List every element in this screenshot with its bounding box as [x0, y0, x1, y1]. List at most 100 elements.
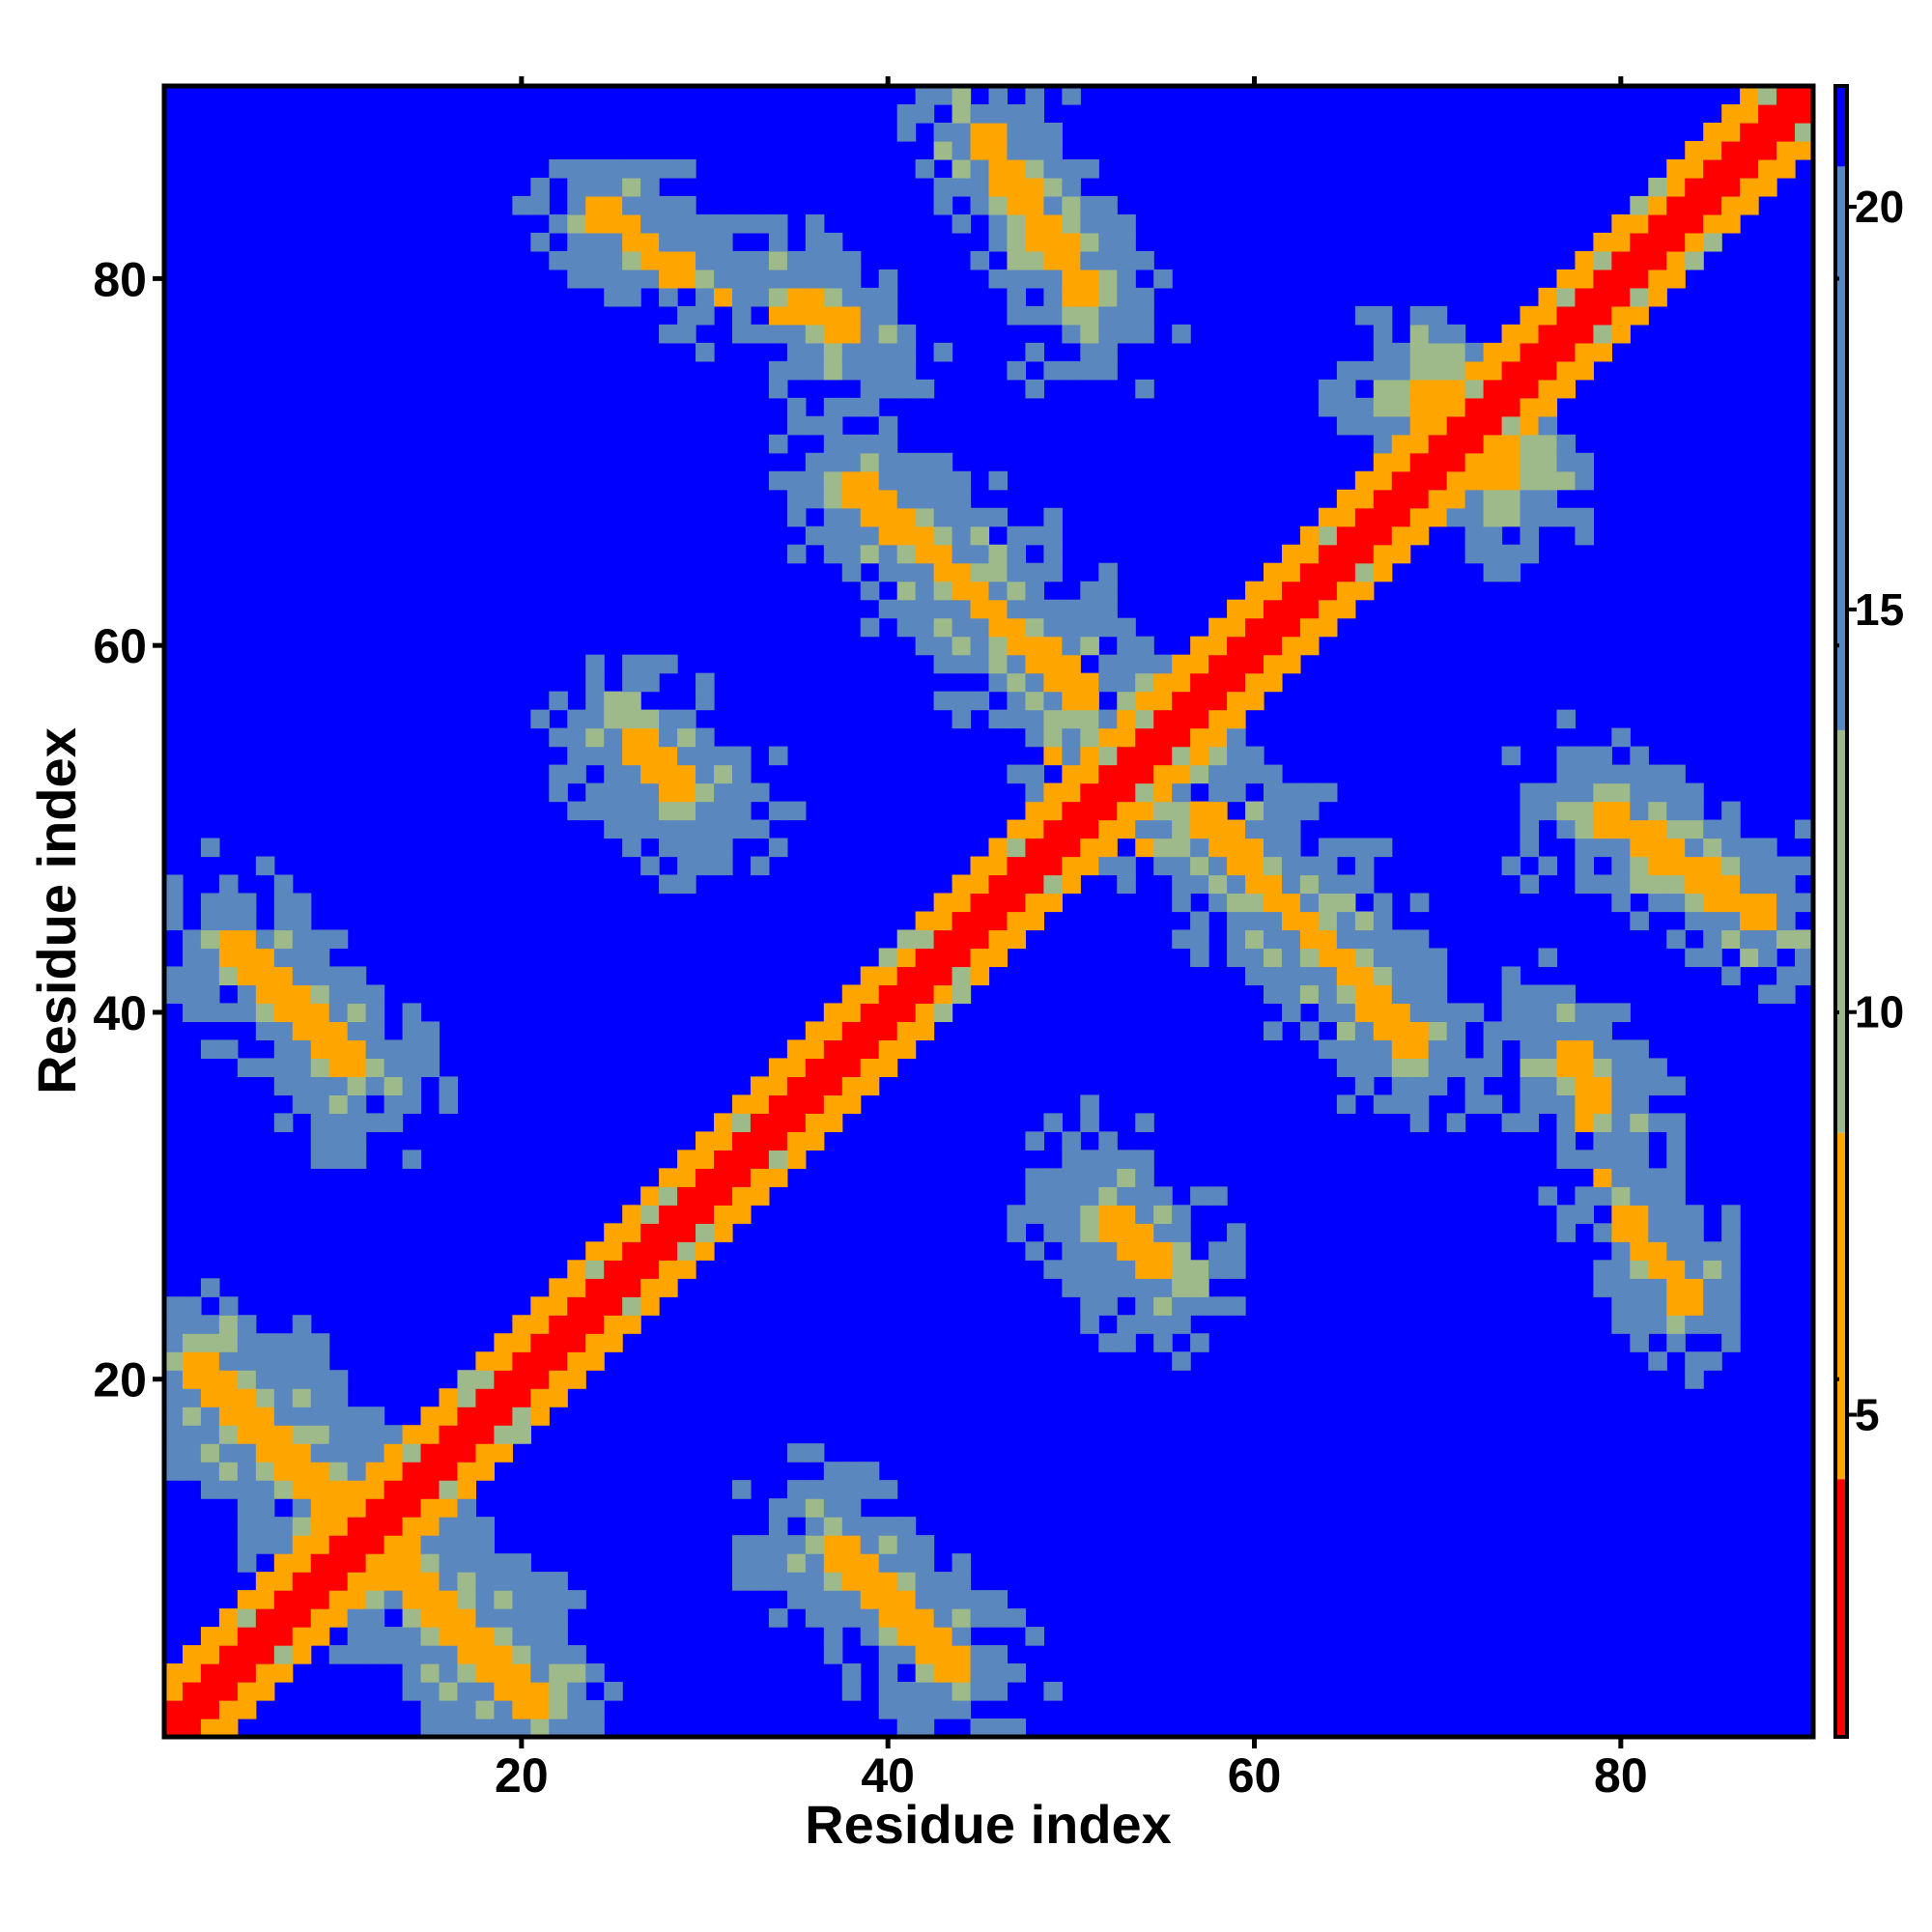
- heatmap-cell: [677, 158, 696, 179]
- heatmap-cell: [1117, 269, 1136, 289]
- heatmap-cell: [841, 1498, 862, 1518]
- heatmap-cell: [1593, 1021, 1612, 1041]
- heatmap-cell: [841, 1076, 862, 1095]
- heatmap-cell: [1373, 562, 1393, 582]
- heatmap-cell: [1245, 819, 1264, 839]
- heatmap-cell: [915, 984, 935, 1005]
- heatmap-cell: [1025, 654, 1044, 674]
- heatmap-cell: [1172, 746, 1191, 766]
- heatmap-cell: [1501, 360, 1521, 381]
- heatmap-cell: [1721, 856, 1741, 876]
- heatmap-cell: [585, 1663, 605, 1683]
- heatmap-cell: [1391, 544, 1411, 564]
- heatmap-cell: [1080, 746, 1099, 766]
- heatmap-cell: [1245, 929, 1264, 950]
- heatmap-cell: [164, 966, 184, 986]
- heatmap-cell: [1098, 654, 1118, 674]
- heatmap-cell: [952, 709, 972, 729]
- heatmap-cell: [273, 1517, 294, 1536]
- heatmap-cell: [1483, 1058, 1503, 1077]
- heatmap-cell: [585, 1241, 605, 1261]
- heatmap-cell: [878, 526, 898, 546]
- heatmap-cell: [585, 1315, 605, 1334]
- heatmap-cell: [768, 838, 788, 858]
- heatmap-cell: [1135, 1278, 1154, 1297]
- heatmap-cell: [970, 195, 990, 215]
- heatmap-cell: [1630, 1076, 1649, 1095]
- heatmap-cell: [1117, 1150, 1136, 1169]
- heatmap-cell: [786, 507, 807, 527]
- heatmap-cell: [1062, 801, 1081, 821]
- heatmap-cell: [1098, 269, 1118, 289]
- heatmap-cell: [512, 1682, 531, 1701]
- heatmap-cell: [970, 966, 990, 986]
- heatmap-cell: [988, 269, 1009, 289]
- heatmap-cell: [164, 874, 184, 895]
- heatmap-cell: [714, 269, 733, 289]
- heatmap-cell: [292, 1094, 312, 1114]
- heatmap-cell: [1264, 672, 1283, 693]
- heatmap-cell: [1080, 727, 1099, 748]
- heatmap-cell: [823, 452, 843, 472]
- heatmap-cell: [933, 1608, 953, 1628]
- heatmap-cell: [1685, 177, 1704, 197]
- heatmap-cell: [310, 1553, 330, 1573]
- heatmap-cell: [915, 1608, 935, 1628]
- heatmap-cell: [768, 1058, 788, 1077]
- heatmap-cell: [1025, 874, 1044, 895]
- heatmap-cell: [1520, 544, 1540, 564]
- heatmap-cell: [988, 122, 1009, 142]
- heatmap-cell: [328, 1645, 349, 1664]
- heatmap-cell: [768, 305, 788, 326]
- heatmap-cell: [1062, 709, 1081, 729]
- heatmap-cell: [640, 1260, 660, 1279]
- heatmap-cell: [328, 1517, 349, 1536]
- heatmap-cell: [1666, 1241, 1686, 1261]
- heatmap-cell: [439, 1517, 459, 1536]
- heatmap-cell: [1721, 177, 1741, 197]
- heatmap-cell: [494, 1572, 513, 1591]
- heatmap-cell: [347, 1094, 367, 1114]
- heatmap-cell: [1043, 122, 1063, 142]
- heatmap-cell: [1758, 140, 1777, 160]
- heatmap-cell: [714, 232, 733, 252]
- heatmap-cell: [439, 1480, 459, 1499]
- heatmap-cell: [988, 911, 1009, 931]
- heatmap-cell: [1043, 746, 1063, 766]
- heatmap-cell: [585, 1333, 605, 1352]
- heatmap-cell: [1007, 526, 1027, 546]
- heatmap-cell: [200, 1462, 220, 1481]
- heatmap-cell: [952, 636, 972, 656]
- heatmap-cell: [988, 1719, 1009, 1738]
- heatmap-cell: [805, 1094, 825, 1114]
- heatmap-cell: [218, 1406, 239, 1426]
- heatmap-cell: [475, 1608, 495, 1628]
- heatmap-cell: [622, 746, 641, 766]
- heatmap-cell: [530, 232, 550, 252]
- heatmap-cell: [1373, 911, 1393, 931]
- heatmap-cell: [1117, 1278, 1136, 1297]
- heatmap-cell: [328, 1058, 349, 1077]
- heatmap-cell: [786, 1572, 807, 1591]
- heatmap-cell: [1025, 1186, 1044, 1206]
- heatmap-cell: [696, 764, 715, 784]
- heatmap-cell: [1575, 342, 1594, 362]
- heatmap-cell: [988, 581, 1009, 601]
- heatmap-cell: [1117, 819, 1136, 839]
- heatmap-cell: [841, 470, 862, 491]
- heatmap-cell: [494, 1663, 513, 1683]
- heatmap-cell: [1556, 1039, 1577, 1060]
- heatmap-cell: [1538, 1094, 1558, 1114]
- heatmap-cell: [1666, 1296, 1686, 1316]
- heatmap-cell: [1354, 489, 1375, 509]
- heatmap-cell: [786, 250, 807, 270]
- heatmap-cell: [292, 1498, 312, 1518]
- heatmap-cell: [805, 1608, 825, 1628]
- heatmap-cell: [1520, 415, 1540, 436]
- heatmap-cell: [768, 1553, 788, 1573]
- heatmap-cell: [640, 158, 660, 179]
- heatmap-cell: [1007, 360, 1027, 381]
- heatmap-cell: [915, 470, 935, 491]
- heatmap-cell: [896, 929, 917, 950]
- heatmap-cell: [292, 948, 312, 968]
